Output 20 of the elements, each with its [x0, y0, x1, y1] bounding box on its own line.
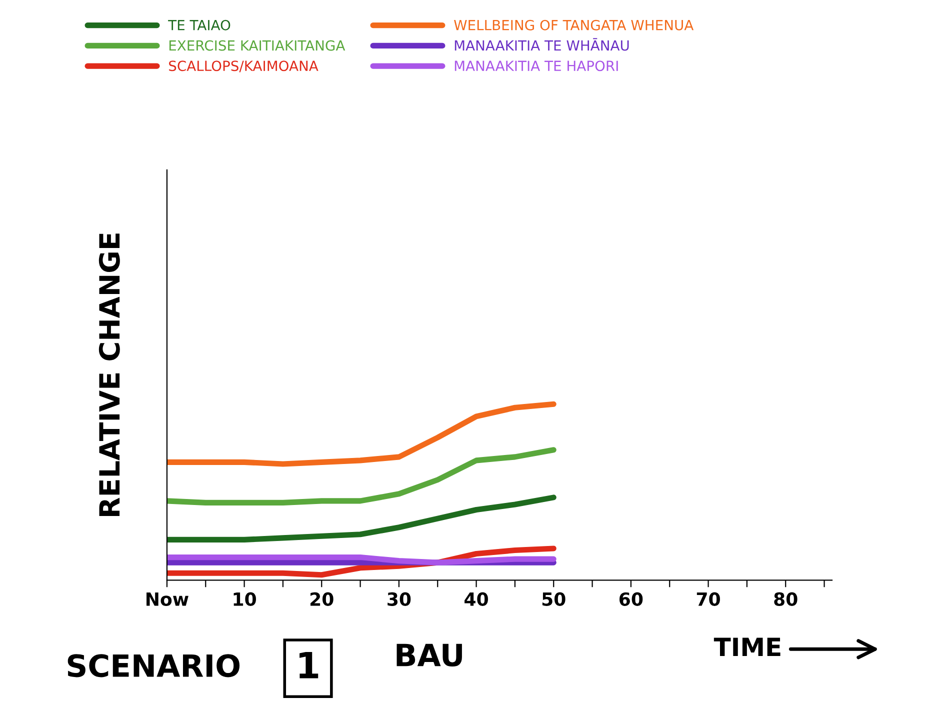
- x-tick-label: 30: [388, 592, 411, 606]
- text: SCENARIO: [68, 654, 240, 678]
- legend-label: MANAAKITIA TE HAPORI: [454, 60, 618, 72]
- x-tick-label: 10: [234, 592, 256, 606]
- x-tick-label: 20: [310, 592, 334, 606]
- text: 1: [300, 652, 318, 678]
- x-tick-label: 40: [464, 592, 488, 606]
- x-tick-label: Now: [146, 592, 188, 606]
- x-axis-title: TIME: [714, 638, 780, 656]
- x-tick-label: 50: [542, 592, 566, 606]
- legend-label: TE TAIAO: [168, 20, 230, 30]
- y-axis-title: RELATIVE CHANGE: [98, 234, 120, 516]
- x-tick-label: 80: [774, 592, 798, 606]
- legend-label: SCALLOPS/KAIMOANA: [169, 60, 318, 72]
- legend-label: EXERCISE KAITIAKITANGA: [169, 40, 346, 51]
- x-tick-label: 70: [696, 592, 720, 606]
- text: BAU: [396, 644, 462, 667]
- x-tick-label: 60: [620, 592, 643, 606]
- legend-label: WELLBEING OF TANGATA WHENUA: [454, 20, 694, 30]
- legend-label: MANAAKITIA TE WHĀNAU: [454, 38, 629, 51]
